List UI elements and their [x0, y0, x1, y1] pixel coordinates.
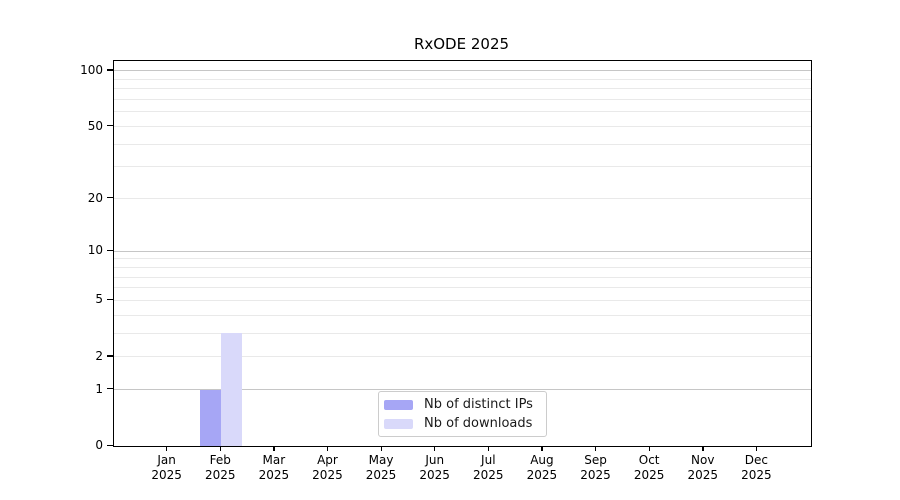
legend-item: Nb of distinct IPs: [384, 396, 538, 413]
y-tick-label: 100: [80, 62, 103, 77]
x-tick: [219, 446, 222, 451]
minor-gridline: [114, 88, 811, 90]
x-tick: [326, 446, 329, 451]
legend-label: Nb of downloads: [424, 416, 533, 431]
x-tick-label: Jun 2025: [419, 453, 450, 482]
minor-gridline: [114, 198, 811, 200]
x-tick: [380, 446, 382, 451]
y-tick-label: 5: [95, 292, 103, 307]
bar-nb-of-downloads: [221, 333, 243, 446]
y-tick: [107, 298, 113, 301]
y-tick-label: 1: [95, 381, 103, 396]
major-gridline: [114, 250, 811, 252]
legend-item: Nb of downloads: [384, 415, 538, 432]
minor-gridline: [114, 166, 811, 168]
y-tick: [107, 388, 113, 390]
minor-gridline: [114, 78, 811, 80]
x-tick: [166, 446, 168, 451]
minor-gridline: [114, 276, 811, 278]
minor-gridline: [114, 266, 811, 268]
minor-gridline: [114, 314, 811, 316]
legend-label: Nb of distinct IPs: [424, 397, 533, 412]
plot-area: [113, 60, 812, 447]
minor-gridline: [114, 143, 811, 145]
minor-gridline: [114, 258, 811, 260]
minor-gridline: [114, 287, 811, 289]
y-tick: [107, 444, 113, 446]
x-tick-label: Apr 2025: [312, 453, 343, 482]
x-tick: [595, 446, 597, 451]
y-tick-label: 20: [87, 190, 103, 205]
x-tick: [434, 446, 436, 451]
minor-gridline: [114, 126, 811, 127]
legend: Nb of distinct IPs Nb of downloads: [378, 391, 547, 437]
x-tick: [541, 446, 543, 451]
x-tick-label: Aug 2025: [526, 453, 558, 482]
x-tick: [273, 446, 275, 451]
x-tick: [755, 446, 758, 451]
x-tick-label: Jan 2025: [151, 453, 182, 482]
x-tick-label: Feb 2025: [204, 453, 236, 482]
chart-title: RxODE 2025: [413, 35, 510, 53]
bar-nb-of-distinct-ips: [200, 389, 222, 446]
x-tick-label: Oct 2025: [633, 453, 665, 482]
minor-gridline: [114, 99, 811, 101]
x-tick-label: Mar 2025: [258, 453, 290, 482]
minor-gridline: [114, 111, 811, 113]
x-tick-label: Dec 2025: [741, 453, 772, 482]
x-tick: [702, 446, 704, 451]
x-tick-label: Jul 2025: [473, 453, 504, 482]
x-tick-label: Nov 2025: [687, 453, 719, 482]
major-gridline: [114, 389, 811, 391]
y-tick-label: 10: [87, 243, 103, 258]
x-tick-label: Sep 2025: [580, 453, 611, 482]
legend-swatch: [384, 399, 413, 410]
y-tick: [107, 125, 113, 127]
major-gridline: [114, 70, 811, 72]
y-tick: [107, 249, 113, 251]
x-tick: [487, 446, 490, 451]
y-tick-label: 0: [95, 438, 103, 452]
y-tick: [107, 197, 113, 199]
y-tick: [107, 69, 113, 71]
minor-gridline: [114, 332, 811, 334]
minor-gridline: [114, 356, 811, 358]
x-tick: [648, 446, 650, 451]
y-tick-label: 50: [87, 118, 103, 133]
minor-gridline: [114, 299, 811, 301]
y-tick-label: 2: [95, 348, 103, 363]
x-tick-label: May 2025: [365, 453, 397, 482]
legend-swatch: [384, 418, 413, 429]
y-tick: [107, 355, 113, 357]
